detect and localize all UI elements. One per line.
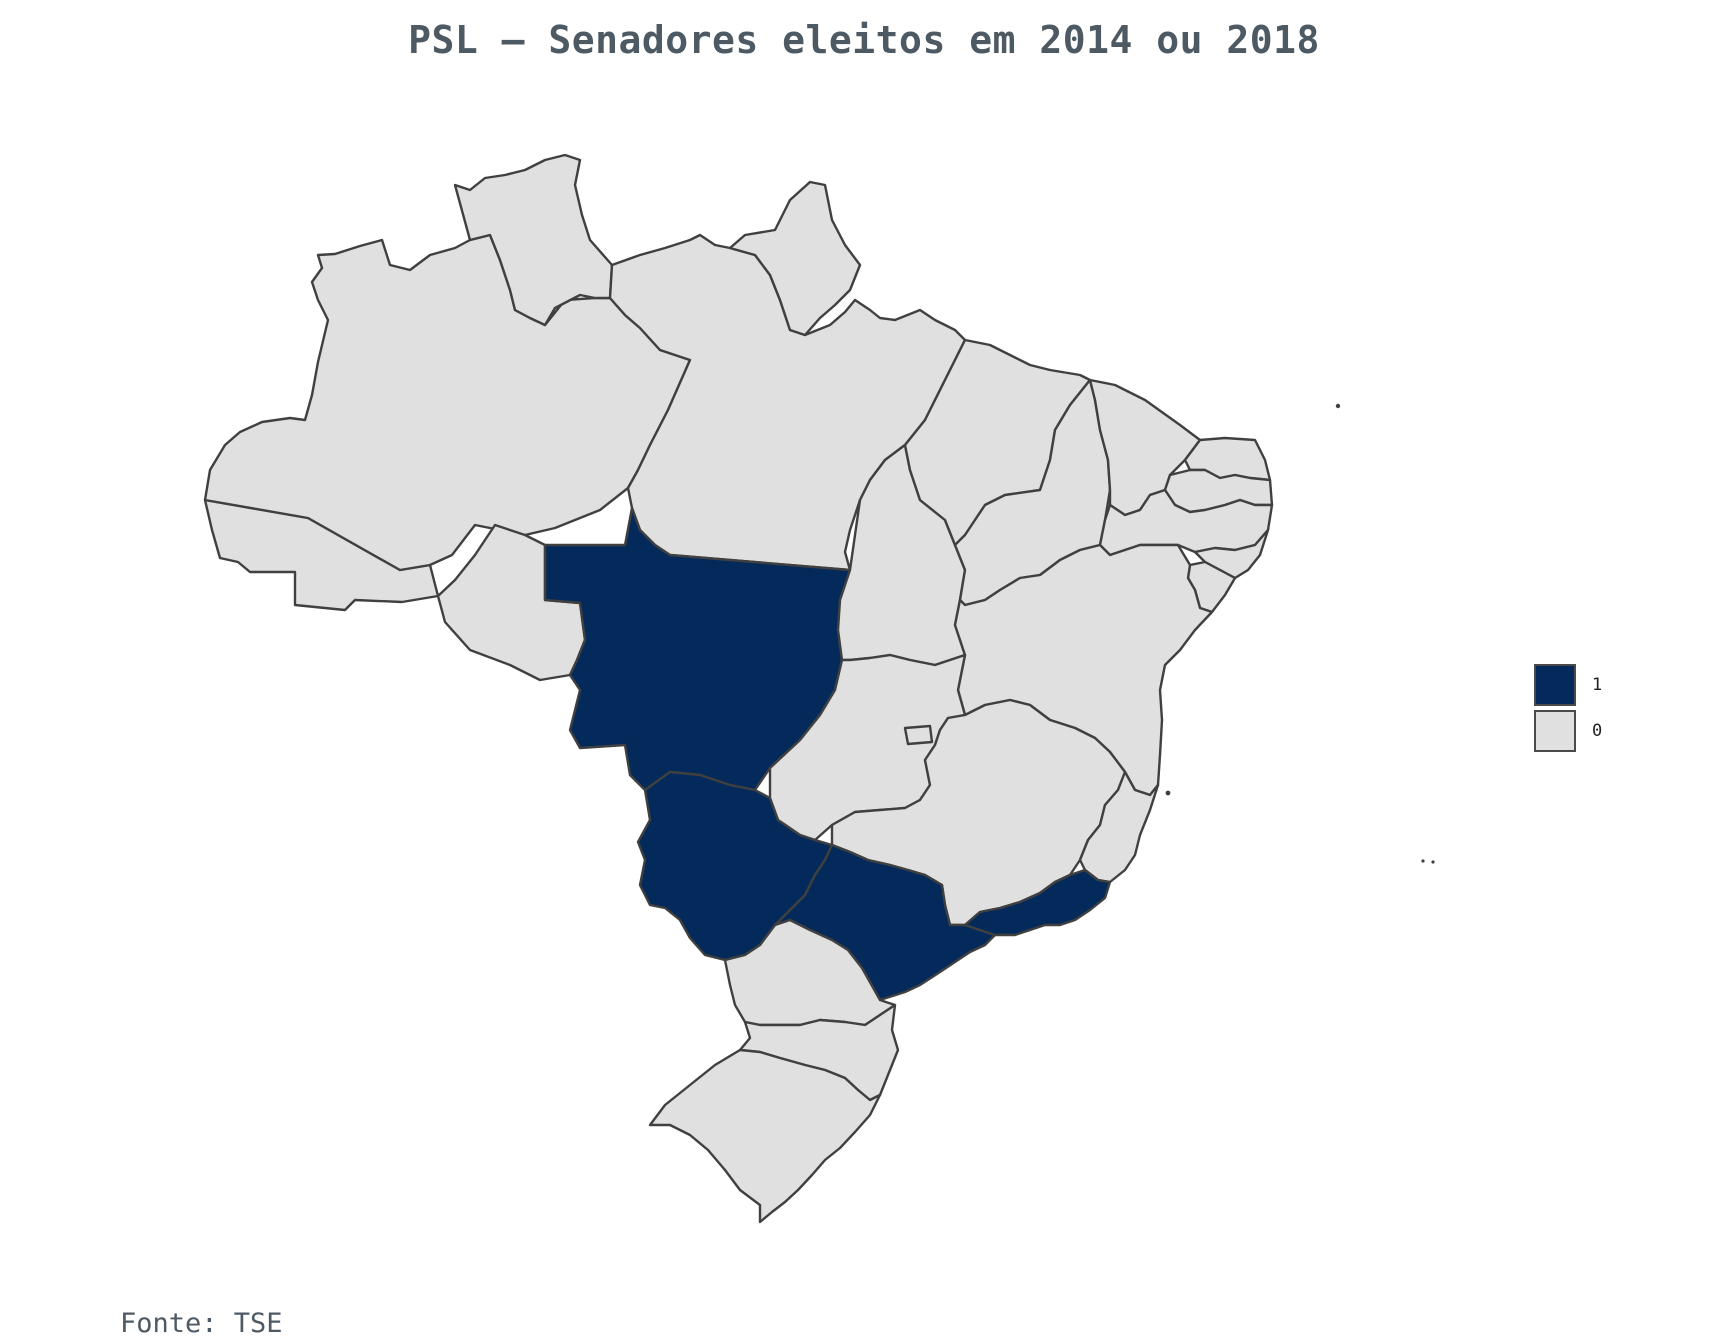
island-dot <box>1165 790 1171 796</box>
source-note: Fonte: TSE <box>120 1308 283 1339</box>
state-rj <box>963 868 1112 937</box>
state-rs <box>648 1048 882 1224</box>
island-dot <box>1421 859 1425 863</box>
legend-label: 1 <box>1592 675 1603 695</box>
legend: 1 0 <box>1534 662 1602 754</box>
state-ap <box>728 180 862 337</box>
islands <box>1165 403 1435 864</box>
legend-swatch-1 <box>1534 664 1576 706</box>
state-df <box>903 724 934 746</box>
legend-swatch-0 <box>1534 710 1576 752</box>
island-dot <box>1431 860 1435 864</box>
map-title: PSL – Senadores eleitos em 2014 ou 2018 <box>408 18 1320 62</box>
legend-label: 0 <box>1592 721 1603 741</box>
legend-item: 1 <box>1534 662 1602 708</box>
state-sp <box>773 843 997 1002</box>
legend-item: 0 <box>1534 708 1602 754</box>
island-dot <box>1335 403 1341 409</box>
